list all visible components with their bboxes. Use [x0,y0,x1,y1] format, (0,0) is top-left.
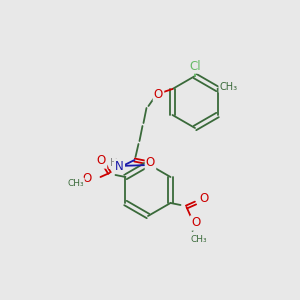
Text: Cl: Cl [189,59,201,73]
Text: N: N [115,160,124,172]
Text: O: O [146,157,155,169]
Text: CH₃: CH₃ [220,82,238,92]
Text: O: O [97,154,106,167]
Text: O: O [83,172,92,185]
Text: O: O [191,217,200,230]
Text: O: O [154,88,163,100]
Text: O: O [199,193,208,206]
Text: H: H [110,158,117,168]
Text: CH₃: CH₃ [67,178,84,188]
Text: CH₃: CH₃ [190,236,207,244]
